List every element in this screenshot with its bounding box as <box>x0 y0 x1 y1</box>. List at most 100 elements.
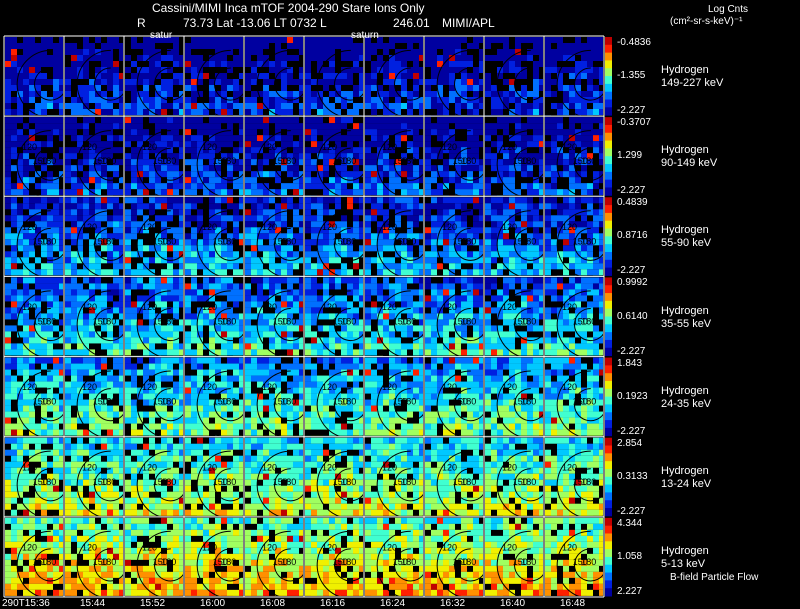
heatmap-cell <box>323 257 329 264</box>
heatmap-cell <box>599 263 603 270</box>
heatmap-cell <box>107 393 113 400</box>
heatmap-cell <box>461 91 467 97</box>
heatmap-cell <box>587 189 593 196</box>
heatmap-cell <box>503 301 509 308</box>
heatmap-cell <box>521 135 527 142</box>
heatmap-cell <box>515 109 521 115</box>
heatmap-cell <box>575 37 581 43</box>
heatmap-cell <box>299 343 303 350</box>
heatmap-cell <box>557 103 563 109</box>
heatmap-cell <box>539 97 543 103</box>
heatmap-cell <box>185 269 191 276</box>
heatmap-cell <box>83 313 89 320</box>
heatmap-cell <box>473 97 479 103</box>
heatmap-cell <box>215 203 221 210</box>
heatmap-cell <box>419 117 423 124</box>
heatmap-cell <box>83 135 89 142</box>
heatmap-cell <box>191 141 197 148</box>
heatmap-cell <box>53 283 59 290</box>
heatmap-cell <box>329 183 335 190</box>
heatmap-cell <box>305 307 311 314</box>
heatmap-cell <box>41 123 47 130</box>
heatmap-cell <box>539 307 543 314</box>
heatmap-cell <box>341 337 347 344</box>
heatmap-cell <box>407 325 413 332</box>
heatmap-cell <box>59 381 63 388</box>
heatmap-cell <box>65 337 71 344</box>
heatmap-cell <box>119 79 123 85</box>
heatmap-cell <box>419 67 423 73</box>
heatmap-cell <box>41 263 47 270</box>
heatmap-cell <box>437 233 443 240</box>
heatmap-cell <box>257 313 263 320</box>
heatmap-cell <box>407 289 413 296</box>
heatmap-cell <box>557 55 563 61</box>
heatmap-cell <box>155 159 161 166</box>
heatmap-cell <box>455 117 461 124</box>
heatmap-panel <box>545 37 622 119</box>
angle-annotation: 180 <box>101 236 116 246</box>
heatmap-cell <box>53 245 59 252</box>
heatmap-cell <box>527 269 533 276</box>
heatmap-cell <box>203 277 209 284</box>
heatmap-cell <box>503 251 509 258</box>
heatmap-cell <box>491 91 497 97</box>
heatmap-cell <box>353 349 359 356</box>
heatmap-cell <box>17 43 23 49</box>
heatmap-cell <box>191 37 197 43</box>
heatmap-cell <box>215 325 221 332</box>
heatmap-cell <box>143 135 149 142</box>
heatmap-cell <box>155 245 161 252</box>
heatmap-cell <box>251 79 257 85</box>
heatmap-cell <box>581 197 587 204</box>
heatmap-cell <box>203 257 209 264</box>
heatmap-cell <box>137 337 143 344</box>
heatmap-cell <box>65 313 71 320</box>
heatmap-cell <box>479 251 483 258</box>
heatmap-cell <box>221 319 227 326</box>
heatmap-cell <box>341 37 347 43</box>
heatmap-cell <box>563 129 569 136</box>
heatmap-cell <box>203 43 209 49</box>
heatmap-cell <box>23 313 29 320</box>
heatmap-cell <box>371 117 377 124</box>
heatmap-cell <box>251 117 257 124</box>
heatmap-cell <box>41 319 47 326</box>
heatmap-cell <box>221 227 227 234</box>
heatmap-cell <box>173 337 179 344</box>
heatmap-cell <box>461 233 467 240</box>
heatmap-cell <box>11 233 17 240</box>
heatmap-cell <box>431 313 437 320</box>
heatmap-cell <box>581 289 587 296</box>
heatmap-cell <box>539 165 543 172</box>
heatmap-cell <box>323 349 329 356</box>
heatmap-cell <box>263 79 269 85</box>
heatmap-cell <box>311 129 317 136</box>
heatmap-cell <box>257 295 263 302</box>
heatmap-cell <box>569 123 575 130</box>
heatmap-cell <box>83 203 89 210</box>
heatmap-cell <box>101 343 107 350</box>
heatmap-cell <box>533 313 539 320</box>
heatmap-cell <box>341 165 347 172</box>
heatmap-cell <box>41 349 47 356</box>
heatmap-cell <box>227 325 233 332</box>
heatmap-cell <box>329 177 335 184</box>
heatmap-cell <box>287 325 293 332</box>
heatmap-cell <box>563 263 569 270</box>
heatmap-cell <box>359 103 363 109</box>
heatmap-cell <box>209 203 215 210</box>
heatmap-cell <box>437 73 443 79</box>
heatmap-cell <box>281 245 287 252</box>
heatmap-cell <box>377 159 383 166</box>
heatmap-cell <box>317 97 323 103</box>
heatmap-cell <box>359 343 363 350</box>
heatmap-cell <box>293 257 299 264</box>
heatmap-cell <box>539 239 543 246</box>
heatmap-cell <box>395 277 401 284</box>
heatmap-cell <box>59 197 63 204</box>
angle-annotation: 180 <box>101 397 116 407</box>
heatmap-cell <box>341 55 347 61</box>
heatmap-cell <box>323 239 329 246</box>
heatmap-cell <box>449 153 455 160</box>
